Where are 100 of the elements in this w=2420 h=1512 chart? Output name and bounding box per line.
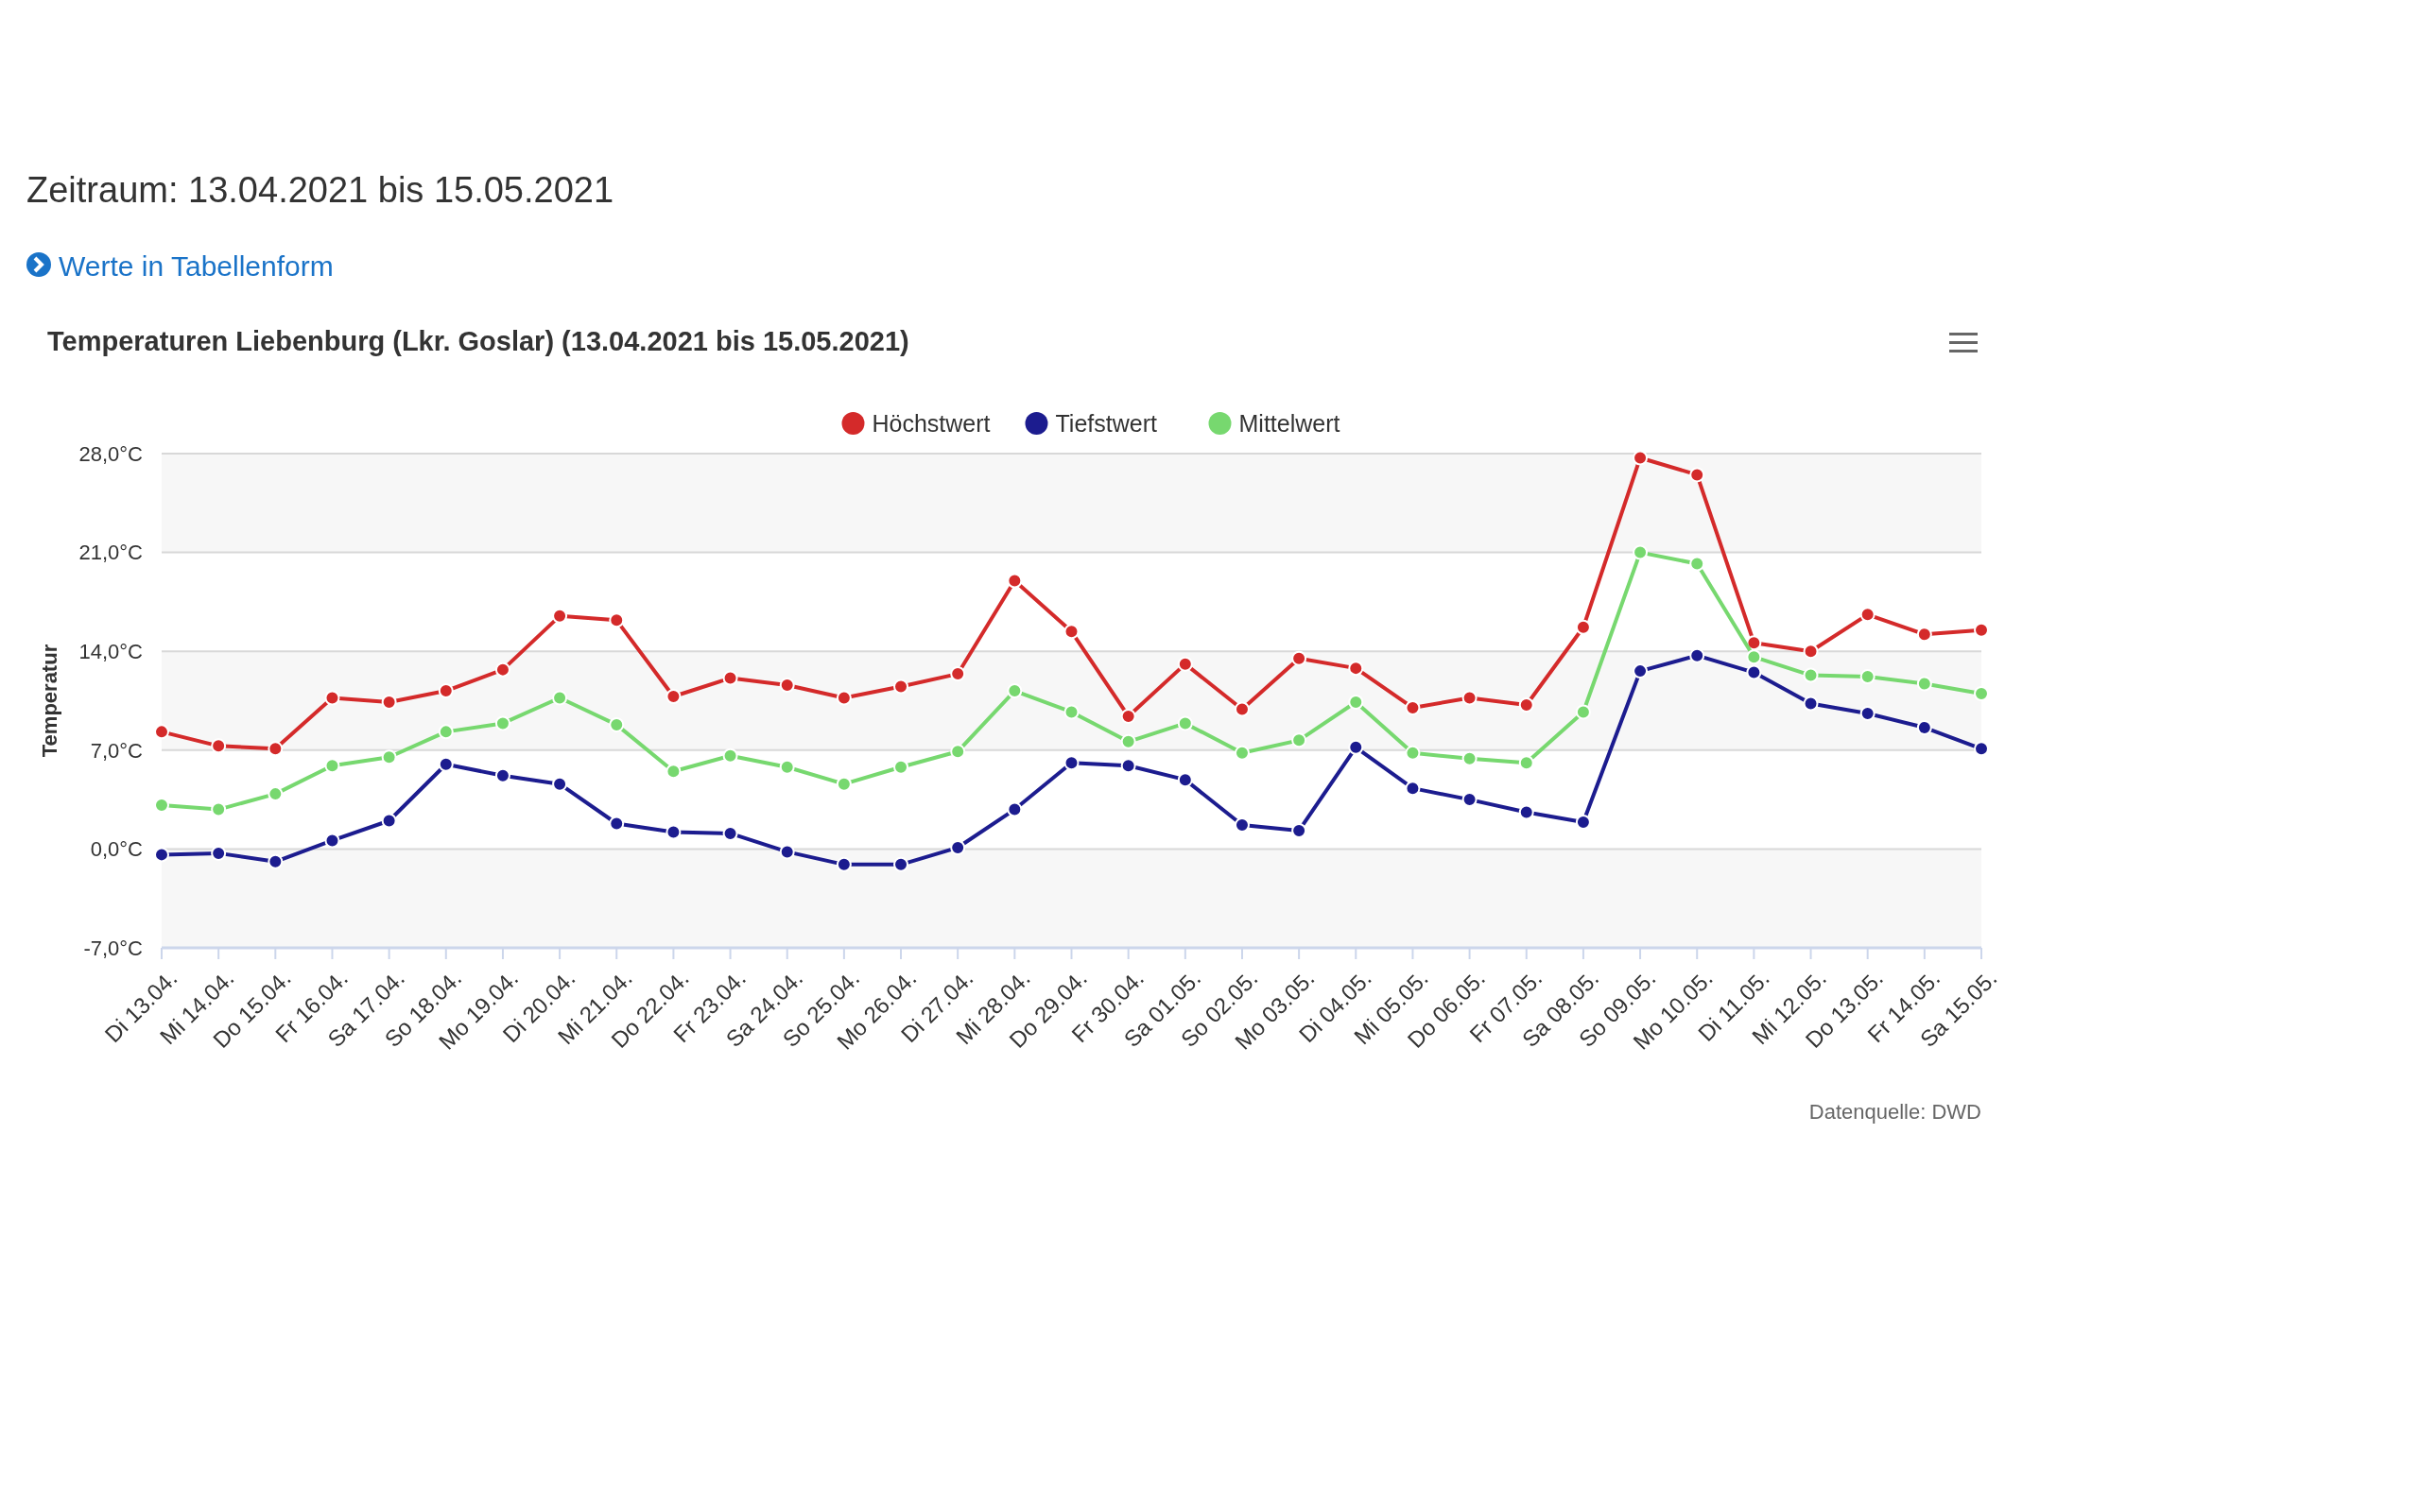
point	[1234, 817, 1250, 833]
y-tick-label: 14,0°C	[78, 639, 144, 663]
y-tick-label: 7,0°C	[90, 738, 144, 763]
point	[1291, 822, 1307, 838]
point	[836, 690, 852, 706]
point	[893, 856, 909, 872]
point	[211, 801, 227, 817]
point	[1120, 733, 1136, 749]
point	[1575, 704, 1591, 720]
point	[1234, 745, 1250, 761]
point	[836, 856, 852, 872]
point	[1461, 750, 1478, 766]
point	[779, 678, 795, 694]
point	[1348, 661, 1364, 677]
point	[950, 744, 966, 760]
legend-label: Mittelwert	[1238, 409, 1340, 437]
point	[552, 776, 568, 792]
point	[1974, 622, 1989, 638]
point	[1746, 649, 1762, 665]
y-tick-label: 21,0°C	[78, 541, 144, 565]
point	[1916, 719, 1932, 735]
text: Datenquelle: DWD	[1808, 1100, 1981, 1124]
point	[1177, 656, 1193, 672]
chart-title: Temperaturen Liebenburg (Lkr. Goslar) (13.04.2021 bis 15.05.2021)	[47, 326, 909, 356]
point	[779, 759, 795, 775]
point	[1007, 573, 1023, 589]
point	[381, 694, 397, 710]
point	[609, 816, 625, 832]
point	[1405, 699, 1421, 715]
point	[1348, 694, 1364, 710]
point	[1859, 669, 1876, 685]
point	[1177, 715, 1193, 731]
point	[1803, 696, 1819, 712]
point	[1803, 644, 1819, 660]
point	[1063, 704, 1080, 720]
point	[609, 716, 625, 732]
point	[950, 666, 966, 682]
point	[324, 690, 340, 706]
point	[1689, 556, 1705, 572]
chart-subtitle: Zeitraum: 13.04.2021 bis 15.05.2021	[26, 170, 614, 210]
point	[1348, 739, 1364, 755]
point	[1291, 732, 1307, 748]
point	[1746, 635, 1762, 651]
point	[1689, 647, 1705, 663]
point	[1859, 705, 1876, 721]
point	[494, 767, 510, 783]
point	[154, 724, 169, 740]
point	[1746, 664, 1762, 680]
legend-label: Höchstwert	[872, 409, 991, 437]
point	[1974, 741, 1989, 757]
point	[1177, 772, 1193, 788]
point	[1575, 619, 1591, 635]
point	[268, 853, 284, 869]
point	[666, 689, 682, 705]
point	[722, 670, 738, 686]
y-tick-label: -7,0°C	[83, 936, 144, 960]
point	[494, 662, 510, 678]
point	[893, 759, 909, 775]
point	[1633, 663, 1649, 679]
point	[1405, 745, 1421, 761]
text: Werte in Tabellenform	[59, 250, 334, 282]
y-axis-title: Temperatur	[38, 644, 61, 758]
point	[324, 758, 340, 774]
point	[1405, 781, 1421, 797]
point	[324, 833, 340, 849]
point	[1689, 467, 1705, 483]
point	[552, 608, 568, 624]
point	[1461, 690, 1478, 706]
point	[438, 724, 454, 740]
point	[722, 747, 738, 764]
point	[609, 612, 625, 628]
point	[1007, 801, 1023, 817]
point	[154, 847, 169, 863]
point	[381, 749, 397, 765]
point	[438, 683, 454, 699]
point	[779, 844, 795, 860]
point	[552, 690, 568, 706]
point	[381, 813, 397, 829]
point	[1120, 708, 1136, 724]
point	[1916, 627, 1932, 643]
point	[1234, 701, 1250, 717]
point	[494, 715, 510, 731]
point	[666, 824, 682, 840]
point	[438, 756, 454, 772]
point	[1859, 607, 1876, 623]
y-tick-label: 28,0°C	[78, 441, 144, 466]
point	[1974, 686, 1989, 702]
point	[1916, 676, 1932, 692]
point	[1007, 683, 1023, 699]
point	[1633, 544, 1649, 560]
point	[1803, 667, 1819, 683]
point	[1120, 758, 1136, 774]
point	[836, 776, 852, 792]
point	[268, 741, 284, 757]
point	[1633, 450, 1649, 466]
legend-label: Tiefstwert	[1055, 409, 1157, 437]
point	[1291, 650, 1307, 666]
point	[211, 738, 227, 754]
point	[1518, 804, 1534, 820]
point	[666, 764, 682, 780]
